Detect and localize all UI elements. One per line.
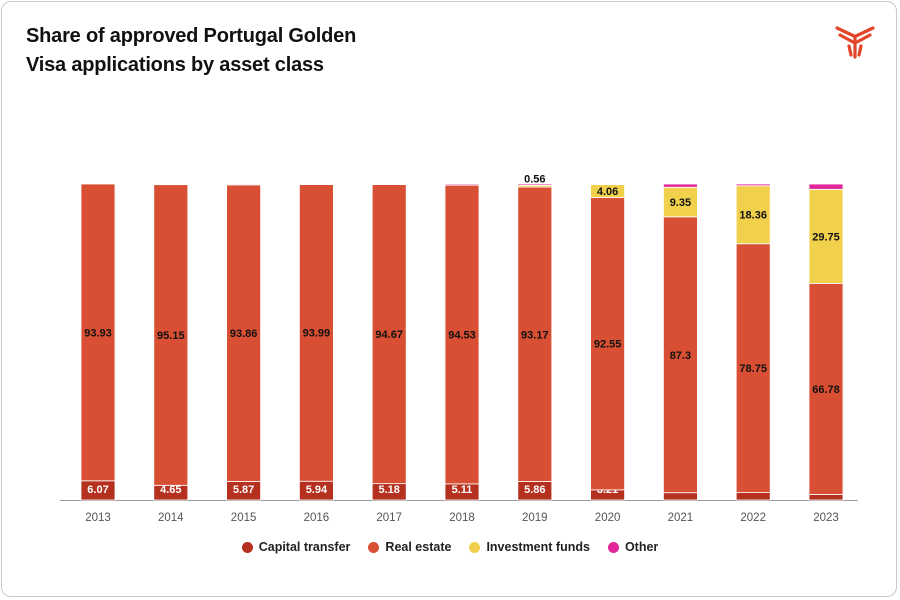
bar-other-2022 (735, 183, 771, 187)
bar-investment-funds-2021 (663, 186, 698, 218)
bar-other-2020 (590, 183, 625, 186)
data-label-capital-transfer-2016: 5.94 (306, 484, 328, 496)
bar-real-estate-2021 (663, 216, 698, 494)
bar-other-2023 (808, 183, 844, 190)
legend-item-real-estate: Real estate (368, 538, 451, 556)
x-tick-label-2020: 2020 (595, 512, 621, 524)
data-label-capital-transfer-2014: 4.65 (160, 484, 181, 496)
x-tick-label-2014: 2014 (158, 512, 184, 524)
data-label-real-estate-2019: 93.17 (521, 329, 549, 341)
chart-title: Share of approved Portugal Golden Visa a… (26, 22, 446, 80)
data-label-real-estate-2017: 94.67 (375, 329, 403, 341)
bar-investment-funds-2023 (808, 188, 844, 284)
data-label-investment-funds-2019: 0.56 (524, 173, 545, 185)
legend-label-real-estate: Real estate (385, 540, 452, 554)
x-tick-label-2019: 2019 (522, 512, 548, 524)
legend-label-other: Other (624, 540, 659, 554)
legend-swatch-investment-funds (469, 541, 481, 553)
data-label-capital-transfer-2017: 5.18 (378, 484, 399, 496)
bar-real-estate-2017 (371, 184, 407, 485)
bar-real-estate-2013 (80, 183, 116, 482)
data-label-real-estate-2020: 92.55 (594, 339, 622, 351)
bar-real-estate-2022 (735, 243, 771, 494)
legend-label-capital-transfer: Capital transfer (258, 540, 351, 554)
brand-logo-icon (835, 26, 875, 59)
data-label-real-estate-2022: 78.75 (739, 363, 767, 375)
data-label-investment-funds-2022: 18.36 (739, 210, 767, 222)
data-label-investment-funds-2020: 4.06 (597, 186, 618, 198)
data-label-capital-transfer-2013: 6.07 (87, 484, 108, 496)
bar-other-2017 (371, 183, 407, 186)
legend-item-capital-transfer: Capital transfer (241, 538, 351, 556)
bar-real-estate-2016 (298, 183, 334, 482)
data-label-real-estate-2023: 66.78 (812, 384, 840, 396)
legend-swatch-real-estate (368, 541, 380, 553)
bar-other-2021 (663, 183, 698, 188)
chart-legend: Capital transfer Real estate Investment fu… (0, 538, 900, 556)
data-label-real-estate-2013: 93.93 (84, 327, 112, 339)
legend-item-other: Other (607, 538, 659, 556)
data-label-real-estate-2016: 93.99 (303, 328, 331, 340)
data-label-capital-transfer-2018: 5.11 (452, 484, 473, 496)
legend-label-investment-funds: Investment funds (486, 540, 590, 554)
bar-real-estate-2019 (517, 186, 553, 482)
legend-item-investment-funds: Investment funds (469, 538, 590, 556)
bar-other-2014 (153, 183, 189, 186)
x-tick-label-2016: 2016 (304, 512, 330, 524)
x-tick-label-2018: 2018 (449, 512, 475, 524)
bar-other-2018 (444, 183, 480, 186)
chart-title-line-2: Visa applications by asset class (26, 54, 324, 76)
data-label-investment-funds-2021: 9.35 (670, 197, 691, 209)
x-tick-label-2013: 2013 (85, 512, 111, 524)
data-label-capital-transfer-2019: 5.86 (524, 484, 545, 496)
x-tick-label-2023: 2023 (813, 512, 839, 524)
data-label-capital-transfer-2015: 5.87 (233, 484, 254, 496)
legend-swatch-capital-transfer (241, 541, 253, 553)
x-tick-label-2021: 2021 (668, 512, 694, 524)
data-label-investment-funds-2023: 29.75 (812, 231, 840, 243)
bar-other-2016 (298, 183, 334, 186)
data-label-real-estate-2018: 94.53 (448, 329, 476, 341)
bar-real-estate-2020 (590, 196, 625, 491)
bar-real-estate-2015 (226, 184, 262, 482)
bar-real-estate-2023 (808, 282, 844, 495)
x-tick-label-2017: 2017 (376, 512, 402, 524)
legend-swatch-other (607, 541, 619, 553)
x-tick-label-2022: 2022 (740, 512, 766, 524)
data-label-real-estate-2015: 93.86 (230, 328, 258, 340)
bar-other-2019 (517, 183, 553, 186)
bar-real-estate-2014 (153, 184, 189, 486)
data-label-real-estate-2014: 95.15 (157, 330, 185, 342)
data-label-real-estate-2021: 87.3 (670, 350, 691, 362)
bar-real-estate-2018 (444, 184, 480, 485)
chart-title-line-1: Share of approved Portugal Golden (26, 25, 357, 47)
bar-other-2015 (226, 183, 262, 186)
x-tick-label-2015: 2015 (231, 512, 257, 524)
